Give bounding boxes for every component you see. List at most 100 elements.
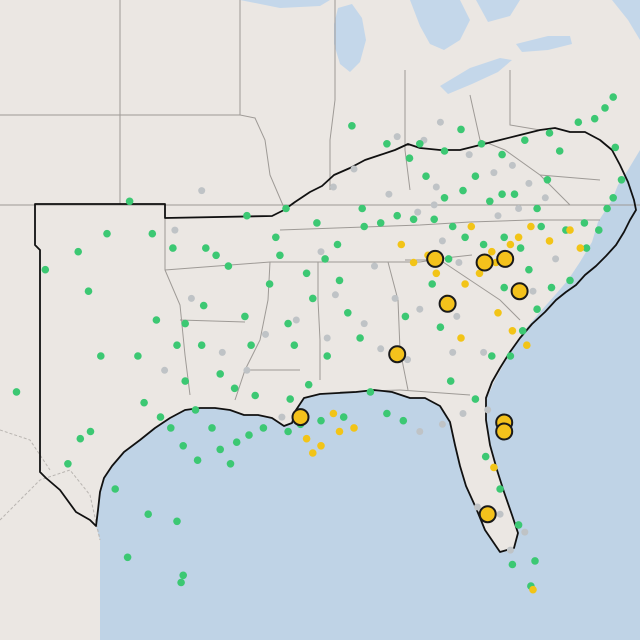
gray-marker[interactable] [494, 212, 502, 220]
green-marker[interactable] [436, 323, 445, 332]
gray-marker[interactable] [490, 169, 498, 177]
green-marker[interactable] [611, 143, 620, 152]
gray-marker[interactable] [506, 546, 514, 554]
yellow-marker[interactable] [432, 269, 441, 278]
gray-marker[interactable] [323, 334, 331, 342]
gray-marker[interactable] [218, 348, 226, 356]
green-marker[interactable] [582, 244, 591, 252]
green-marker[interactable] [216, 370, 224, 378]
green-marker[interactable] [97, 352, 105, 360]
green-marker[interactable] [247, 341, 255, 350]
green-marker[interactable] [459, 186, 467, 195]
yellow-marker[interactable] [506, 240, 515, 249]
green-marker[interactable] [383, 409, 391, 418]
green-marker[interactable] [506, 352, 515, 360]
gray-marker[interactable] [385, 190, 393, 198]
gray-marker[interactable] [480, 348, 488, 356]
green-marker[interactable] [197, 341, 206, 350]
large-marker[interactable] [496, 249, 515, 268]
green-marker[interactable] [241, 312, 249, 321]
green-marker[interactable] [488, 352, 496, 360]
green-marker[interactable] [508, 560, 517, 569]
large-marker[interactable] [475, 253, 494, 272]
green-marker[interactable] [41, 265, 50, 274]
green-marker[interactable] [313, 219, 321, 227]
gray-marker[interactable] [404, 356, 411, 364]
green-marker[interactable] [444, 255, 453, 263]
green-marker[interactable] [399, 416, 408, 425]
gray-marker[interactable] [187, 294, 195, 302]
yellow-marker[interactable] [490, 463, 498, 472]
green-marker[interactable] [533, 204, 541, 213]
green-marker[interactable] [123, 553, 132, 562]
green-marker[interactable] [309, 294, 317, 303]
green-marker[interactable] [498, 190, 506, 198]
gray-marker[interactable] [473, 503, 481, 511]
green-marker[interactable] [510, 190, 519, 198]
gray-marker[interactable] [371, 262, 378, 270]
green-marker[interactable] [335, 276, 344, 285]
green-marker[interactable] [216, 445, 224, 454]
green-marker[interactable] [543, 176, 552, 184]
large-marker[interactable] [426, 249, 445, 268]
green-marker[interactable] [202, 244, 210, 252]
yellow-marker[interactable] [317, 442, 325, 450]
green-marker[interactable] [282, 204, 290, 213]
green-marker[interactable] [348, 122, 356, 130]
green-marker[interactable] [173, 341, 181, 350]
gray-marker[interactable] [521, 528, 529, 536]
green-marker[interactable] [302, 269, 311, 278]
green-marker[interactable] [471, 172, 480, 180]
gray-marker[interactable] [515, 205, 523, 212]
green-marker[interactable] [360, 222, 369, 231]
green-marker[interactable] [144, 510, 152, 518]
green-marker[interactable] [224, 262, 233, 270]
green-marker[interactable] [416, 140, 424, 148]
gray-marker[interactable] [416, 428, 424, 435]
green-marker[interactable] [199, 301, 208, 310]
gray-marker[interactable] [329, 183, 337, 191]
green-marker[interactable] [356, 334, 364, 342]
gray-marker[interactable] [459, 410, 467, 417]
green-marker[interactable] [208, 424, 216, 432]
green-marker[interactable] [401, 312, 410, 321]
gray-marker[interactable] [292, 316, 300, 324]
yellow-marker[interactable] [467, 222, 476, 231]
gray-marker[interactable] [465, 151, 473, 159]
green-marker[interactable] [498, 150, 506, 159]
green-marker[interactable] [471, 395, 480, 403]
green-marker[interactable] [321, 255, 329, 263]
green-marker[interactable] [12, 388, 21, 396]
green-marker[interactable] [333, 240, 342, 249]
green-marker[interactable] [590, 114, 599, 123]
large-marker[interactable] [438, 294, 457, 313]
green-marker[interactable] [440, 194, 449, 202]
gray-marker[interactable] [161, 366, 169, 374]
green-marker[interactable] [148, 229, 157, 238]
yellow-marker[interactable] [302, 434, 311, 443]
yellow-marker[interactable] [335, 427, 344, 436]
gray-marker[interactable] [317, 248, 325, 256]
gray-marker[interactable] [243, 366, 251, 374]
green-marker[interactable] [232, 438, 241, 447]
green-marker[interactable] [323, 352, 332, 360]
green-marker[interactable] [276, 251, 284, 260]
green-marker[interactable] [84, 287, 93, 296]
green-marker[interactable] [226, 460, 235, 468]
green-marker[interactable] [140, 398, 148, 407]
green-marker[interactable] [479, 240, 488, 249]
green-marker[interactable] [545, 129, 554, 137]
yellow-marker[interactable] [409, 258, 418, 267]
yellow-marker[interactable] [461, 280, 469, 288]
gray-marker[interactable] [529, 287, 537, 295]
gray-marker[interactable] [350, 165, 358, 173]
green-marker[interactable] [521, 136, 529, 144]
green-marker[interactable] [173, 517, 181, 526]
green-marker[interactable] [446, 377, 455, 385]
yellow-marker[interactable] [514, 233, 523, 242]
green-marker[interactable] [595, 226, 603, 234]
green-marker[interactable] [609, 93, 617, 101]
green-marker[interactable] [617, 176, 626, 184]
yellow-marker[interactable] [508, 327, 517, 335]
